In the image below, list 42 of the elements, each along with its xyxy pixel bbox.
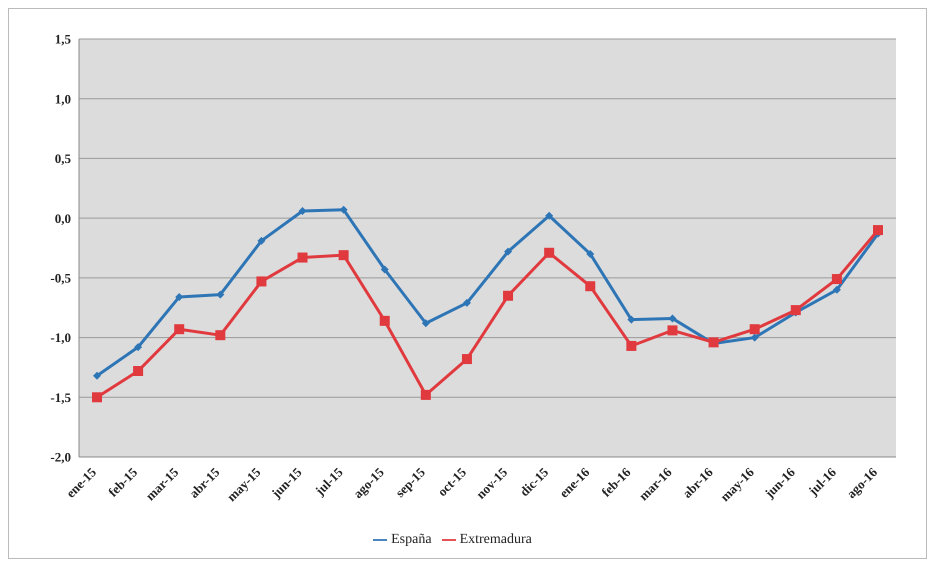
point (667, 325, 678, 336)
y-tick-label: 1,5 (54, 32, 72, 47)
point (790, 305, 801, 316)
point (338, 250, 349, 260)
point (462, 298, 471, 307)
point (585, 281, 596, 292)
point (133, 366, 144, 376)
y-tick-label: -2,0 (50, 450, 71, 465)
point (134, 343, 142, 352)
point (708, 337, 719, 348)
point (422, 319, 430, 328)
point (92, 392, 102, 402)
point (750, 334, 759, 342)
y-tick-label: 0,5 (54, 151, 72, 166)
point (462, 354, 472, 364)
point (420, 390, 431, 400)
y-tick-label: 0,0 (54, 210, 71, 226)
point (503, 290, 514, 301)
legend-label: Extremadura (460, 532, 532, 547)
point (586, 250, 594, 258)
point (545, 212, 554, 220)
y-tick-label: -1,0 (50, 330, 71, 346)
y-tick-label: 1,0 (54, 91, 71, 106)
point (832, 274, 842, 284)
point (93, 372, 101, 380)
point (380, 265, 389, 274)
point (175, 292, 184, 301)
point (380, 316, 390, 326)
point (257, 236, 266, 245)
point (626, 340, 636, 351)
point (215, 330, 226, 340)
point (544, 248, 554, 258)
y-tick-label: -1,5 (50, 390, 72, 405)
point (298, 252, 308, 263)
point (256, 276, 266, 286)
point (174, 324, 184, 334)
point (750, 324, 760, 334)
point (504, 248, 512, 256)
point (832, 286, 841, 294)
y-tick-label: -0,5 (50, 270, 72, 286)
point (873, 225, 883, 236)
legend-label: España (391, 532, 432, 547)
